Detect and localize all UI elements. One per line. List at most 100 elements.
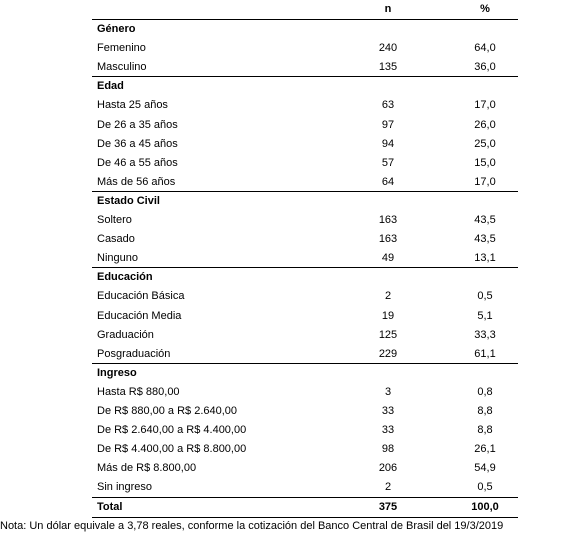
cell-percent: 0,5 — [477, 290, 493, 303]
row-label: De 26 a 35 años — [97, 118, 178, 131]
row-label: Educación — [97, 271, 153, 284]
cell-n: 57 — [381, 156, 395, 169]
table-row: Hasta R$ 880,00 3 0,8 — [92, 383, 518, 402]
section-header-row: Educación — [92, 268, 518, 287]
table-row: De 46 a 55 años 57 15,0 — [92, 154, 518, 173]
row-label: De R$ 4.400,00 a R$ 8.800,00 — [97, 443, 247, 456]
row-label: De 46 a 55 años — [97, 156, 178, 169]
cell-n: 94 — [381, 137, 395, 150]
rule-line — [92, 190, 518, 192]
rule-line — [92, 19, 518, 20]
rule-line — [92, 76, 518, 78]
cell-n: 135 — [378, 61, 398, 74]
row-label: Graduación — [97, 328, 154, 341]
table-row: Graduación 125 33,3 — [92, 326, 518, 345]
row-label: De R$ 880,00 a R$ 2.640,00 — [97, 405, 238, 417]
cell-n: 2 — [384, 290, 392, 303]
cell-percent: 54,9 — [474, 462, 496, 475]
cell-n: 63 — [381, 99, 395, 112]
row-label: Sin ingreso — [97, 481, 153, 494]
table-row: De R$ 4.400,00 a R$ 8.800,00 98 26,1 — [92, 440, 518, 459]
table-row: Femenino 240 64,0 — [92, 39, 518, 58]
row-label: Ingreso — [97, 366, 137, 379]
row-label: Educación Media — [97, 309, 182, 322]
row-label: Total — [97, 500, 123, 513]
row-label: De R$ 2.640,00 a R$ 4.400,00 — [97, 424, 247, 437]
cell-percent: 26,1 — [474, 443, 496, 456]
row-label: Casado — [97, 233, 135, 246]
table-header-row: n % — [92, 0, 518, 19]
cell-n: 98 — [381, 443, 395, 456]
cell-percent: 17,0 — [474, 99, 496, 112]
row-label: Género — [97, 23, 136, 35]
section-header-row: Género — [92, 20, 518, 39]
cell-n: 125 — [378, 328, 398, 341]
header-n: n — [384, 3, 392, 15]
row-label: Masculino — [97, 61, 147, 74]
row-label: Educación Básica — [97, 290, 185, 303]
table-row: Hasta 25 años 63 17,0 — [92, 96, 518, 115]
section-header-row: Ingreso — [92, 364, 518, 383]
row-label: Estado Civil — [97, 194, 160, 207]
table-row: Educación Básica 2 0,5 — [92, 287, 518, 306]
cell-n: 19 — [381, 309, 395, 322]
table-row: De R$ 2.640,00 a R$ 4.400,00 33 8,8 — [92, 421, 518, 440]
table-row: Posgraduación 229 61,1 — [92, 345, 518, 364]
cell-percent: 43,5 — [474, 214, 496, 226]
cell-n: 33 — [381, 405, 395, 417]
cell-percent: 8,8 — [477, 424, 493, 437]
row-label: Soltero — [97, 214, 132, 226]
table-row: Masculino 135 36,0 — [92, 58, 518, 77]
cell-percent: 13,1 — [474, 252, 496, 265]
row-label: Posgraduación — [97, 347, 171, 360]
table-footnote: Nota: Un dólar equivale a 3,78 reales, c… — [0, 520, 504, 532]
cell-percent: 33,3 — [474, 328, 496, 341]
cell-n: 3 — [384, 385, 392, 398]
cell-percent: 26,0 — [474, 118, 496, 131]
cell-n: 33 — [381, 424, 395, 437]
section-header-row: Estado Civil — [92, 192, 518, 211]
table-row: Sin ingreso 2 0,5 — [92, 478, 518, 497]
cell-n: 49 — [381, 252, 395, 265]
table-row: Soltero 163 43,5 — [92, 211, 518, 230]
table-row: De R$ 880,00 a R$ 2.640,00 33 8,8 — [92, 402, 518, 421]
cell-n: 2 — [384, 481, 392, 494]
cell-n: 240 — [378, 42, 398, 55]
row-label: Femenino — [97, 42, 146, 55]
rule-line — [92, 496, 518, 498]
cell-n: 97 — [381, 118, 395, 131]
cell-percent: 25,0 — [474, 137, 496, 150]
total-row: Total 375 100,0 — [92, 498, 518, 517]
cell-percent: 0,5 — [477, 481, 493, 494]
table-row: De 26 a 35 años 97 26,0 — [92, 116, 518, 135]
rule-line — [92, 516, 518, 518]
row-label: Más de R$ 8.800,00 — [97, 462, 197, 475]
table-row: Educación Media 19 5,1 — [92, 307, 518, 326]
header-percent: % — [480, 3, 490, 15]
cell-percent: 15,0 — [474, 156, 496, 169]
row-label: Hasta R$ 880,00 — [97, 385, 180, 398]
cell-percent: 43,5 — [474, 233, 496, 246]
section-header-row: Edad — [92, 77, 518, 96]
table-row: De 36 a 45 años 94 25,0 — [92, 135, 518, 154]
cell-n: 375 — [378, 500, 398, 513]
rule-line — [92, 267, 518, 269]
table-row: Ninguno 49 13,1 — [92, 249, 518, 268]
row-label: Más de 56 años — [97, 175, 176, 188]
cell-percent: 36,0 — [474, 61, 496, 74]
cell-percent: 8,8 — [477, 405, 493, 417]
cell-percent: 61,1 — [474, 347, 496, 360]
cell-percent: 17,0 — [474, 175, 496, 188]
cell-percent: 0,8 — [477, 385, 493, 398]
row-label: Edad — [97, 80, 124, 93]
row-label: Hasta 25 años — [97, 99, 168, 112]
cell-percent: 5,1 — [477, 309, 493, 322]
cell-n: 206 — [378, 462, 398, 475]
cell-n: 163 — [378, 214, 398, 226]
row-label: Ninguno — [97, 252, 138, 265]
row-label: De 36 a 45 años — [97, 137, 178, 150]
table-row: Casado 163 43,5 — [92, 230, 518, 249]
rule-line — [92, 362, 518, 364]
cell-percent: 64,0 — [474, 42, 496, 55]
cell-n: 64 — [381, 175, 395, 188]
